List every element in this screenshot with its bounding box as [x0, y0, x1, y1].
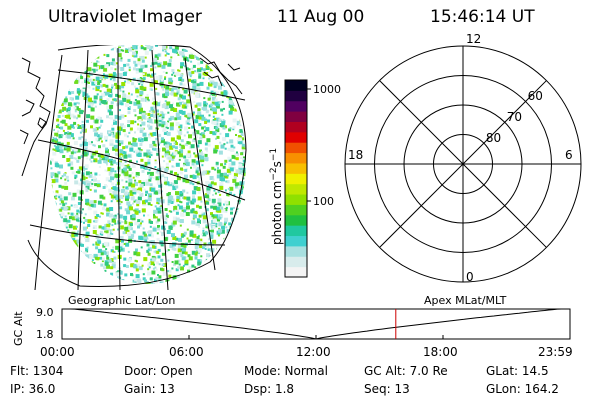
colorbar-segment — [285, 194, 307, 205]
mlat-label: 80 — [485, 131, 502, 146]
mlat-label: 70 — [506, 110, 522, 125]
mlt-label: 18 — [348, 148, 364, 162]
observation-time: 15:46:14 UT — [430, 7, 535, 27]
colorbar-segment — [285, 225, 307, 237]
mlt-label: 12 — [466, 32, 482, 46]
flight-number: Flt: 1304 — [10, 364, 64, 378]
colorbar-tick-label: 1000 — [313, 83, 341, 96]
gain-value: Gain: 13 — [124, 382, 175, 396]
colorbar-segment — [285, 111, 307, 122]
colorbar-segment — [285, 245, 307, 257]
dsp-value: Dsp: 1.8 — [244, 382, 295, 396]
alt-ytick-top: 9.0 — [36, 306, 54, 319]
alt-xtick-label: 06:00 — [169, 345, 204, 359]
earth-limb — [27, 45, 247, 287]
mlat-label: 60 — [527, 89, 543, 104]
alt-xtick-label: 23:59 — [538, 345, 573, 359]
colorbar-segment — [285, 80, 307, 91]
mode-value: Mode: Normal — [244, 364, 328, 378]
colorbar-segment — [285, 235, 307, 247]
polar-diagonal — [379, 80, 547, 248]
geographic-coords-label: Geographic Lat/Lon — [68, 294, 176, 307]
alt-xtick-label: 00:00 — [40, 345, 75, 359]
latitude-grid — [29, 69, 246, 246]
instrument-title: Ultraviolet Imager — [48, 7, 202, 27]
colorbar-segment — [285, 100, 307, 112]
colorbar-segment — [285, 162, 307, 174]
coastlines — [20, 57, 243, 177]
colorbar-segment — [285, 214, 307, 226]
mlt-label: 6 — [565, 148, 573, 162]
colorbar-segment — [285, 266, 307, 278]
colorbar-segment — [285, 173, 307, 185]
colorbar-segment — [285, 256, 307, 268]
observation-date: 11 Aug 00 — [277, 7, 365, 27]
colorbar-segment — [285, 183, 307, 195]
colorbar-segment — [285, 90, 307, 102]
mlt-label: 0 — [466, 270, 474, 284]
colorbar-segment — [285, 204, 307, 216]
geographic-longitude: GLon: 164.2 — [486, 382, 559, 396]
apex-coords-label: Apex MLat/MLT — [424, 294, 507, 307]
colorbar-segment — [285, 131, 307, 143]
geographic-latitude: GLat: 14.5 — [486, 364, 549, 378]
gc-altitude: GC Alt: 7.0 Re — [364, 364, 448, 378]
colorbar-tick-label: 100 — [313, 195, 334, 208]
alt-xtick-label: 18:00 — [423, 345, 458, 359]
colorbar-segment — [285, 142, 307, 154]
colorbar-segment — [285, 152, 307, 164]
colorbar-segment — [285, 121, 307, 133]
longitude-grid — [34, 47, 216, 290]
alt-xtick-label: 12:00 — [296, 345, 331, 359]
sequence-number: Seq: 13 — [364, 382, 410, 396]
altitude-curve — [62, 308, 570, 340]
alt-ytick-bottom: 1.8 — [36, 328, 54, 341]
door-status: Door: Open — [124, 364, 193, 378]
image-ip: IP: 36.0 — [10, 382, 56, 396]
